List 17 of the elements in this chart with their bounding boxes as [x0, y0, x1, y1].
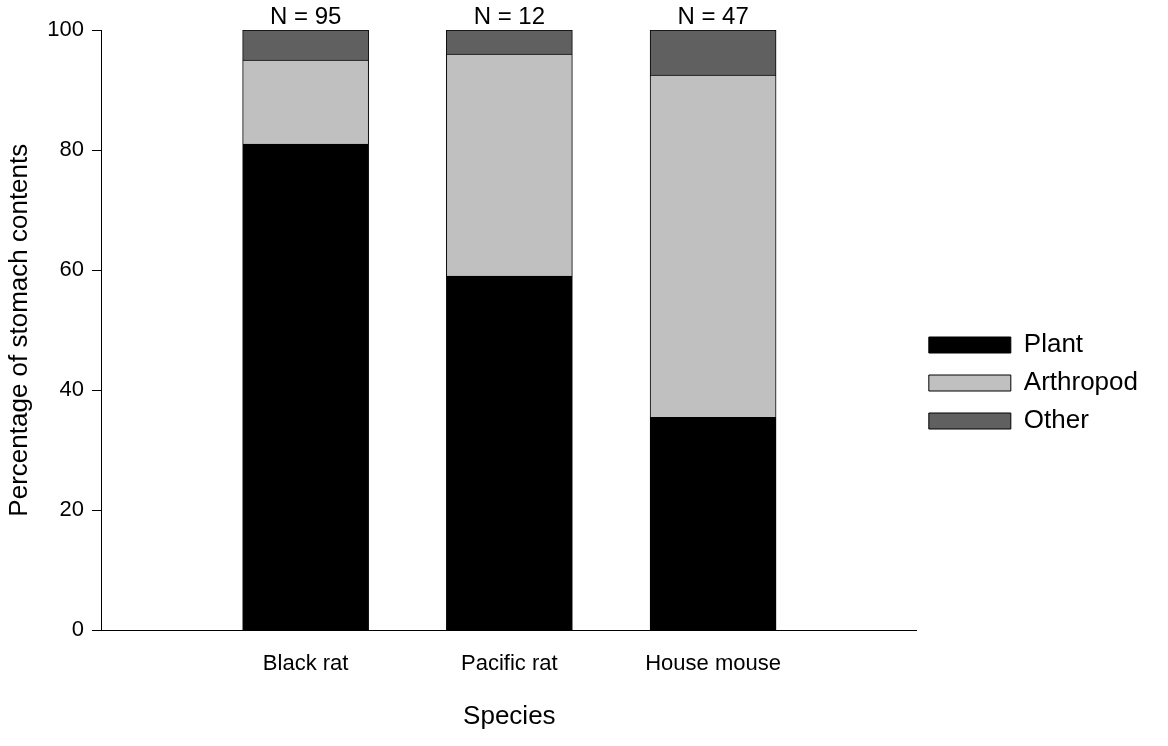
- y-tick-label: 60: [59, 256, 84, 282]
- y-tick-label: 40: [59, 376, 84, 402]
- y-axis-title: Percentage of stomach contents: [2, 143, 33, 517]
- legend-label: Other: [1023, 404, 1090, 435]
- y-tick-label: 20: [59, 496, 84, 522]
- x-axis-title: Species: [463, 699, 556, 730]
- y-tick-label: 0: [71, 616, 84, 642]
- y-tick-label: 100: [47, 16, 84, 42]
- legend-label: Plant: [1023, 328, 1084, 359]
- legend-label: Arthropod: [1023, 366, 1139, 397]
- annotation: N = 95: [269, 1, 342, 29]
- y-tick-label: 80: [59, 136, 84, 162]
- annotation: N = 47: [677, 1, 749, 29]
- annotation: N = 12: [473, 1, 546, 29]
- x-tick-label: House mouse: [645, 649, 781, 675]
- x-tick-label: Black rat: [262, 649, 349, 675]
- x-tick-label: Pacific rat: [461, 649, 558, 675]
